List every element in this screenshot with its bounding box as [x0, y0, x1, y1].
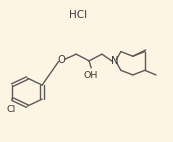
Text: OH: OH [84, 71, 98, 80]
Text: HCl: HCl [69, 10, 87, 20]
Text: N: N [111, 56, 119, 66]
Text: Cl: Cl [6, 105, 15, 114]
Text: O: O [58, 56, 66, 65]
